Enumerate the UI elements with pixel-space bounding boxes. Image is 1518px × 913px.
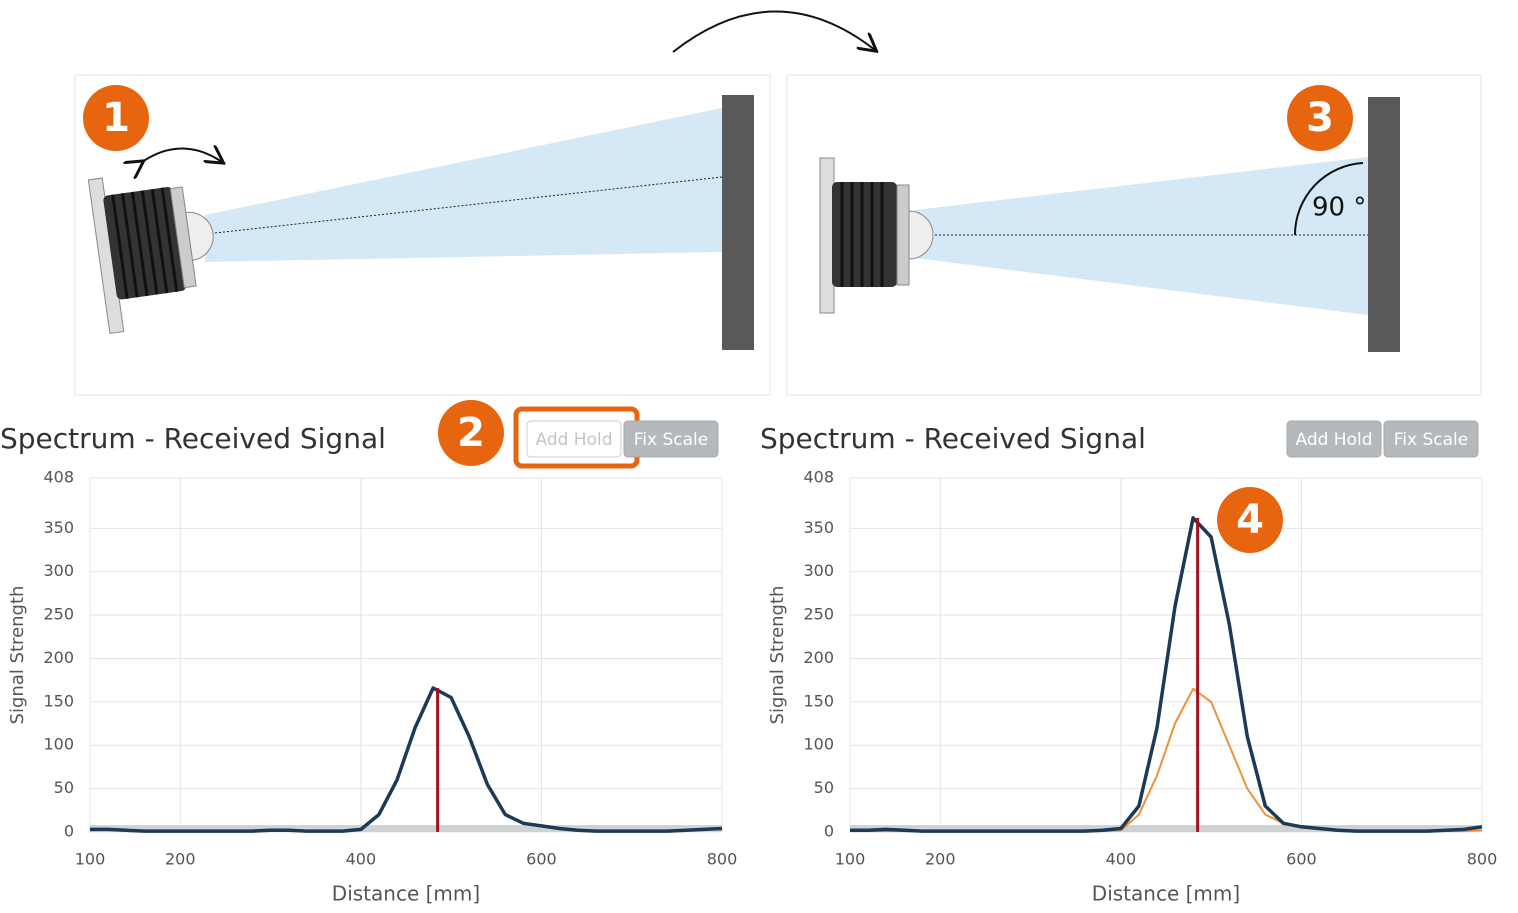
- angle-label: 90 °: [1312, 193, 1366, 223]
- x-tick-label: 200: [925, 850, 956, 869]
- step-number: 4: [1236, 497, 1264, 543]
- step-number: 2: [457, 410, 485, 456]
- button[interactable]: [526, 420, 622, 458]
- beam: [915, 157, 1368, 315]
- y-tick-label: 200: [803, 648, 834, 667]
- step-marker: [1217, 487, 1283, 553]
- button[interactable]: [623, 420, 719, 458]
- y-tick-label: 0: [824, 822, 834, 841]
- y-tick-label: 100: [43, 735, 74, 754]
- threshold-band: [90, 825, 722, 832]
- sensor: [87, 177, 214, 335]
- x-tick-label: 400: [1106, 850, 1137, 869]
- step-number: 1: [102, 95, 130, 141]
- y-tick-label: 50: [814, 778, 834, 797]
- x-axis-label: Distance [mm]: [1092, 882, 1240, 906]
- angle-arc: [1293, 162, 1364, 236]
- y-tick-label: 150: [803, 691, 834, 710]
- wall: [722, 95, 754, 350]
- button[interactable]: [1383, 420, 1479, 458]
- button-label[interactable]: Add Hold: [535, 430, 612, 450]
- y-tick-label: 300: [43, 561, 74, 580]
- x-tick-label: 600: [526, 850, 557, 869]
- step-marker: [1287, 85, 1353, 151]
- x-tick-label: 400: [346, 850, 377, 869]
- flow-arrow: [672, 10, 875, 52]
- step-marker: [438, 400, 504, 466]
- button[interactable]: [1286, 420, 1382, 458]
- x-tick-label: 600: [1286, 850, 1317, 869]
- plot-area: [849, 477, 1483, 833]
- y-tick-label: 0: [64, 822, 74, 841]
- x-tick-label: 800: [707, 850, 738, 869]
- y-tick-label: 350: [43, 518, 74, 537]
- y-tick-label: 408: [43, 468, 74, 487]
- y-tick-label: 250: [43, 605, 74, 624]
- x-axis-label: Distance [mm]: [332, 882, 480, 906]
- signal-line: [850, 516, 1483, 833]
- button-label[interactable]: Fix Scale: [634, 430, 708, 450]
- signal-line: [90, 686, 723, 833]
- x-tick-label: 200: [165, 850, 196, 869]
- y-axis-label: Signal Strength: [767, 586, 788, 725]
- y-tick-label: 300: [803, 561, 834, 580]
- y-tick-label: 150: [43, 691, 74, 710]
- button-label[interactable]: Fix Scale: [1394, 430, 1468, 450]
- chart-title: Spectrum - Received Signal: [0, 422, 386, 455]
- beam-axis: [214, 176, 723, 234]
- x-tick-label: 800: [1467, 850, 1498, 869]
- tilt-arrow: [142, 149, 222, 163]
- x-tick-label: 100: [835, 850, 866, 869]
- chart-title: Spectrum - Received Signal: [760, 422, 1146, 455]
- y-tick-label: 250: [803, 605, 834, 624]
- wall: [1368, 97, 1400, 352]
- y-tick-label: 350: [803, 518, 834, 537]
- x-tick-label: 100: [75, 850, 106, 869]
- y-tick-label: 408: [803, 468, 834, 487]
- button-label[interactable]: Add Hold: [1295, 430, 1372, 450]
- threshold-band: [850, 825, 1482, 832]
- y-axis-label: Signal Strength: [7, 586, 28, 725]
- y-tick-label: 100: [803, 735, 834, 754]
- step-marker: [83, 85, 149, 151]
- beam: [205, 108, 722, 262]
- sensor: [819, 157, 934, 314]
- y-tick-label: 50: [54, 778, 74, 797]
- step-number: 3: [1306, 95, 1334, 141]
- y-tick-label: 200: [43, 648, 74, 667]
- plot-area: [89, 477, 723, 833]
